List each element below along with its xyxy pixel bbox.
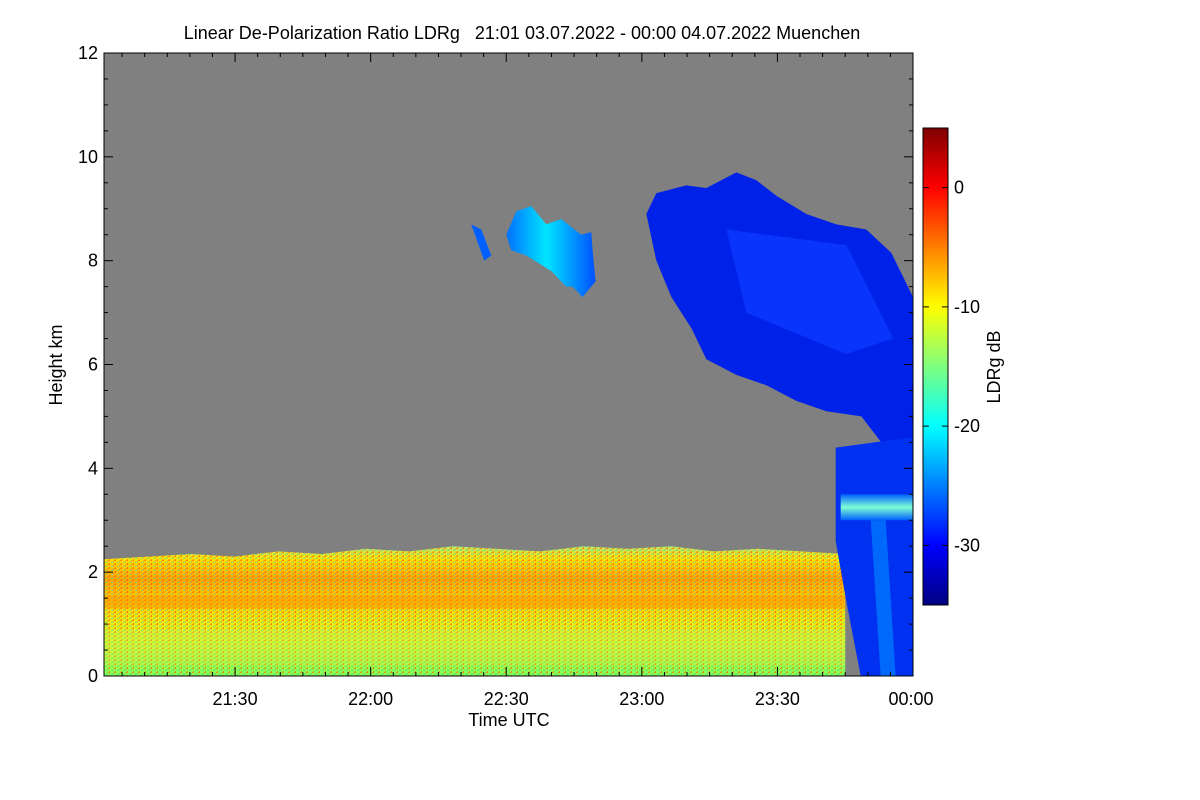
colorbar-tick-label: -10 [954, 297, 980, 317]
ice-cloud-core [726, 229, 893, 355]
axes: 0 2 4 6 8 10 12 21:30 22:00 22:30 23:00 23:30 00:00 [78, 43, 934, 709]
cirrus-wisp [471, 224, 492, 261]
colorbar-label: LDRg dB [984, 330, 1004, 403]
x-axis-label: Time UTC [468, 710, 549, 730]
x-tick-label: 22:00 [348, 689, 393, 709]
cirrus-band [506, 206, 596, 298]
precipitation-streaks [870, 520, 896, 676]
y-tick-label: 2 [88, 562, 98, 582]
x-tick-label: 00:00 [888, 689, 933, 709]
y-tick-label: 0 [88, 666, 98, 686]
x-tick-label: 22:30 [484, 689, 529, 709]
colorbar-tick-label: -30 [954, 535, 980, 555]
colorbar-tick-label: -20 [954, 416, 980, 436]
melting-layer [840, 494, 913, 521]
y-tick-label: 6 [88, 355, 98, 375]
colorbar-gradient [922, 127, 949, 606]
boundary-layer-lower-band [104, 629, 846, 666]
boundary-layer-band [104, 595, 846, 609]
y-axis-label: Height km [46, 324, 66, 405]
x-tick-label: 23:00 [619, 689, 664, 709]
chart-title: Linear De-Polarization Ratio LDRg 21:01 … [184, 23, 860, 43]
y-tick-label: 4 [88, 458, 98, 478]
y-tick-label: 12 [78, 43, 98, 63]
boundary-layer-texture [104, 546, 846, 676]
y-tick-label: 8 [88, 251, 98, 271]
colorbar: 0 -10 -20 -30 [922, 127, 980, 606]
x-tick-label: 23:30 [755, 689, 800, 709]
plot-area [104, 53, 913, 676]
x-tick-label: 21:30 [213, 689, 258, 709]
y-tick-label: 10 [78, 147, 98, 167]
colorbar-tick-label: 0 [954, 178, 964, 198]
